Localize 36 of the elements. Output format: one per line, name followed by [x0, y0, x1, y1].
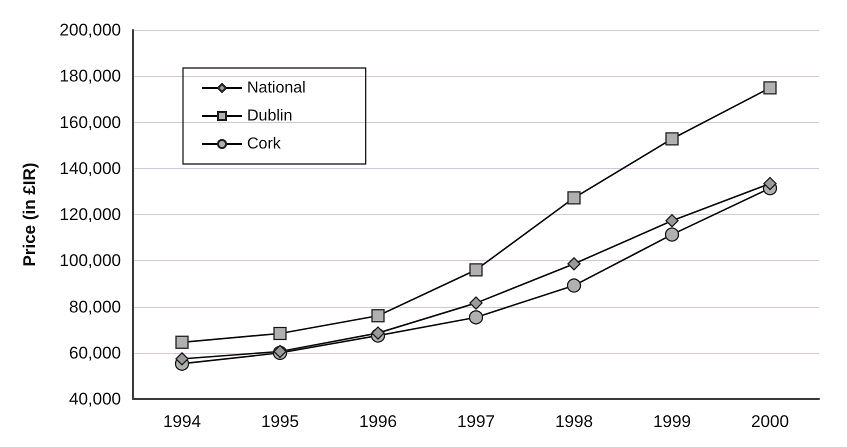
y-tick-label: 80,000	[69, 297, 121, 316]
y-tick-label: 200,000	[60, 20, 121, 40]
point	[371, 326, 385, 340]
legend-label: Dublin	[247, 108, 292, 124]
y-tick-label: 120,000	[60, 205, 121, 224]
point	[566, 278, 582, 293]
point	[665, 132, 679, 146]
y-tick-label: 180,000	[60, 66, 121, 86]
y-tick-label: 140,000	[60, 158, 121, 178]
y-tick-label: 160,000	[60, 112, 121, 132]
point	[664, 227, 680, 242]
point	[175, 352, 189, 366]
y-tick-label: 100,000	[60, 251, 121, 270]
point	[273, 326, 287, 340]
x-tick-label: 1996	[359, 412, 397, 431]
x-tick-label: 1999	[653, 412, 691, 431]
point	[567, 191, 581, 205]
point	[665, 214, 679, 228]
x-tick-label: 1997	[457, 412, 495, 431]
point	[763, 176, 777, 190]
point	[469, 263, 483, 276]
y-tick-label: 40,000	[69, 390, 121, 408]
x-tick-label: 1998	[555, 412, 593, 431]
x-tick-label: 1994	[163, 412, 201, 431]
legend-label: National	[247, 80, 306, 96]
point	[763, 81, 777, 95]
y-tick-label: 60,000	[69, 343, 121, 362]
x-tick-label: 2000	[751, 412, 789, 431]
x-tick-label: 1995	[261, 412, 299, 431]
point	[567, 257, 581, 271]
point	[469, 296, 483, 310]
point	[468, 310, 484, 325]
point	[371, 309, 385, 322]
y-axis-title: Price (in £IR)	[20, 162, 39, 266]
legend-label: Cork	[247, 136, 282, 152]
point	[175, 336, 189, 349]
